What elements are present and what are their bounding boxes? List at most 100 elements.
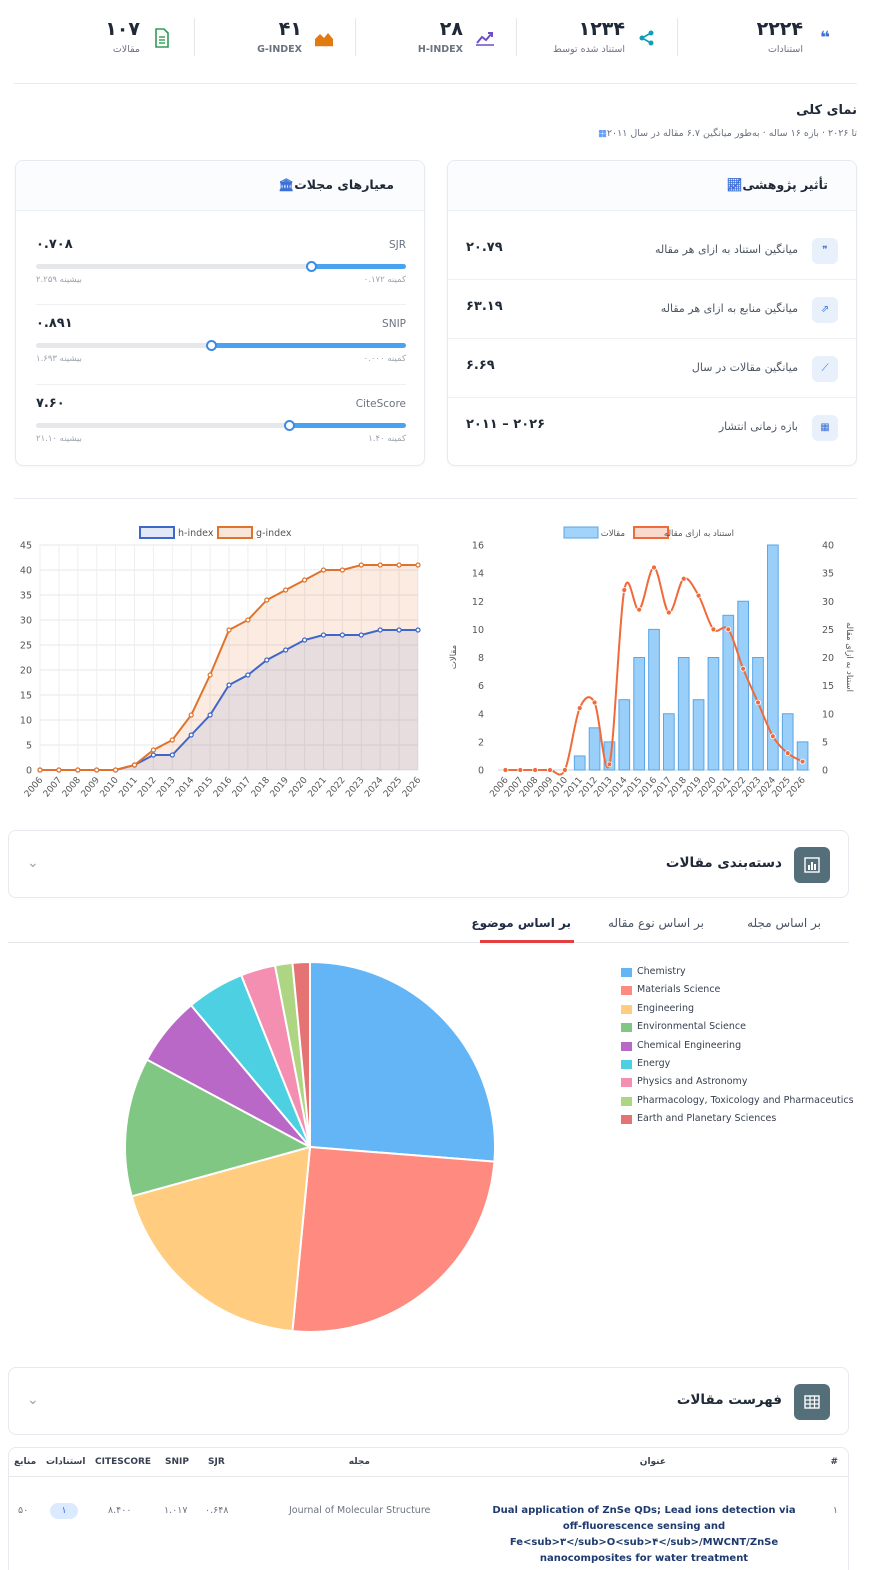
tab-by-article-type[interactable]: بر اساس نوع مقاله	[607, 916, 704, 930]
g-index-point	[226, 627, 232, 633]
stat-articles: ۱۰۷ مقالات	[24, 14, 174, 62]
metric-value: ۷.۶۰	[36, 396, 65, 411]
stat-label: استناد شده توسط	[553, 44, 625, 55]
col-citations: استنادات	[46, 1457, 86, 1467]
metric-name: SJR	[388, 239, 406, 251]
legend-swatch	[621, 1078, 632, 1088]
calendar-icon: ▦	[597, 128, 607, 139]
x-tick-label: 2023	[344, 776, 366, 800]
row-journal: Journal of Molecular Structure	[289, 1505, 431, 1516]
impact-label: میانگین مقالات در سال	[691, 361, 798, 374]
metric-min: کمینه ۱.۴۰	[368, 434, 406, 444]
metric-max: بیشینه ۲۱.۱۰	[36, 434, 82, 444]
articles-table: # عنوان مجله SJR SNIP CITESCORE استنادات…	[8, 1447, 849, 1570]
pie-slice	[291, 1145, 496, 1333]
bar	[781, 713, 794, 771]
classification-section-header[interactable]: دسته‌بندی مقالات ⌄	[8, 830, 849, 898]
y-tick-label: 45	[20, 541, 32, 552]
y2-tick-label: 25	[822, 625, 834, 636]
g-index-point	[396, 562, 402, 568]
legend-swatch	[621, 1096, 632, 1106]
metric-max: بیشینه ۱.۶۹۳	[36, 354, 82, 364]
col-citescore: CITESCORE	[95, 1457, 152, 1467]
g-index-point	[112, 767, 119, 773]
share-icon	[635, 26, 659, 50]
g-index-point	[207, 672, 213, 678]
impact-label: میانگین استناد به ازای هر مقاله	[655, 243, 798, 256]
legend-label: Pharmacology, Toxicology and Pharmaceuti…	[637, 1094, 854, 1106]
h-index-point	[226, 682, 232, 688]
overview-title: نمای کلی	[796, 103, 857, 118]
h-index-point	[302, 637, 308, 643]
metric-knob[interactable]	[305, 261, 317, 272]
citations-point	[576, 705, 583, 712]
legend-label: Energy	[637, 1058, 671, 1069]
chevron-down-icon[interactable]: ⌄	[27, 855, 39, 871]
impact-value: ۲۰.۷۹	[466, 240, 503, 255]
row-citations-badge[interactable]: ۱	[50, 1503, 78, 1519]
y-tick-label: 10	[20, 716, 32, 727]
x-tick-label: 2024	[363, 775, 386, 799]
impact-row-citations: ❞ میانگین استناد به ازای هر مقاله ۲۰.۷۹	[448, 221, 856, 280]
legend-label: g-index	[256, 528, 292, 539]
g-index-point	[37, 767, 43, 773]
metric-knob[interactable]	[206, 340, 218, 351]
impact-value: ۲۰۱۱ – ۲۰۲۶	[466, 417, 546, 432]
overview-subtitle: ▦۲۰۱۱ تا ۲۰۲۶ · بازه ۱۶ ساله · به‌طور می…	[595, 128, 857, 139]
table-icon	[794, 1384, 830, 1420]
metric-name: SNIP	[382, 318, 406, 330]
y-tick-label: 15	[20, 691, 32, 702]
x-tick-label: 2011	[117, 776, 139, 800]
g-index-point	[264, 597, 270, 603]
y2-tick-label: 20	[822, 653, 834, 664]
legend-label: Earth and Planetary Sciences	[637, 1113, 777, 1125]
g-index-point	[245, 617, 251, 623]
h-index-point	[245, 672, 251, 678]
h-g-index-chart: 0510152025303540452006200720082009201020…	[20, 526, 423, 800]
stat-value: ۱۲۳۴	[578, 18, 625, 40]
pie-slice	[130, 1145, 312, 1333]
row-title[interactable]: Dual application of ZnSe QDs; Lead ions …	[492, 1505, 796, 1564]
metric-track	[36, 261, 406, 272]
trend-icon	[473, 26, 497, 50]
y-tick-label: 25	[20, 641, 32, 652]
section-title: فهرست مقالات	[676, 1392, 782, 1408]
x-tick-label: 2018	[250, 775, 273, 799]
g-index-point	[283, 587, 289, 593]
chevron-down-icon[interactable]: ⌄	[27, 1392, 39, 1408]
x-tick-label: 2021	[306, 776, 328, 800]
articles-citations-chart: 0246810121416051015202530354020062007200…	[449, 526, 854, 799]
h-index-point	[207, 712, 213, 718]
stat-label: مقالات	[112, 44, 140, 55]
citations-point	[651, 564, 657, 571]
y2-tick-label: 5	[822, 737, 828, 748]
citations-line	[505, 566, 804, 776]
metric-value: ۰.۸۹۱	[36, 316, 73, 331]
quote-icon: ❞	[812, 238, 838, 264]
card-title: 🏛︎معیارهای مجلات	[274, 177, 394, 193]
line-chart-icon: 📈︎	[726, 177, 743, 192]
share-square-icon: ⇗	[812, 297, 838, 323]
calendar-icon: ▦	[812, 415, 838, 441]
citations-point	[740, 665, 747, 672]
y2-tick-label: 0	[822, 766, 828, 777]
g-index-point	[415, 562, 421, 568]
y-tick-label: 0	[26, 766, 32, 777]
legend-swatch	[633, 526, 669, 539]
metric-knob[interactable]	[284, 420, 296, 431]
y-axis-title: مقالات	[449, 645, 459, 669]
impact-label: میانگین منابع به ازای هر مقاله	[660, 302, 798, 315]
impact-value: ۶۳.۱۹	[466, 299, 503, 314]
metric-sjr: SJR ۰.۷۰۸ کمینه ۰.۱۷۲ بیشینه ۲.۲۵۹	[36, 237, 406, 318]
citations-point	[710, 626, 717, 633]
bar	[767, 544, 779, 771]
x-tick-label: 2006	[23, 775, 46, 799]
y2-tick-label: 40	[822, 541, 834, 552]
articles-section-header[interactable]: فهرست مقالات ⌄	[8, 1367, 849, 1435]
citations-point	[502, 767, 509, 773]
impact-label: بازه زمانی انتشار	[718, 420, 798, 433]
tab-by-subject[interactable]: بر اساس موضوع	[471, 916, 571, 930]
y-tick-label: 10	[472, 625, 484, 636]
tab-by-journal[interactable]: بر اساس مجله	[747, 916, 821, 930]
y2-axis-title: استناد به ازای مقاله	[844, 622, 854, 692]
